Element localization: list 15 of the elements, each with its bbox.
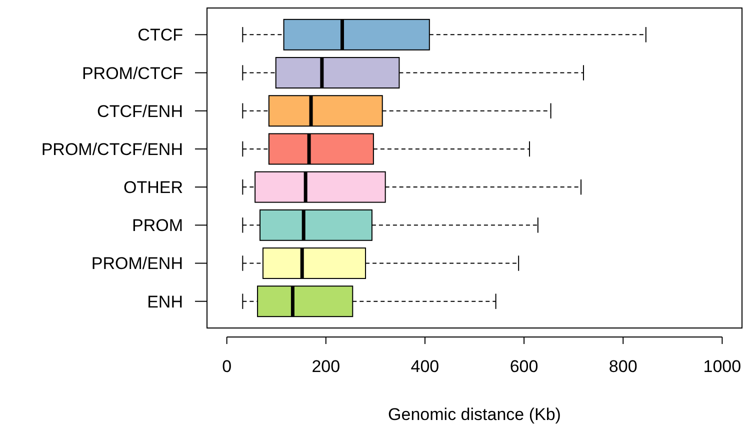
x-axis-title: Genomic distance (Kb) <box>388 405 561 424</box>
x-tick-label: 600 <box>510 357 538 376</box>
y-tick-label: CTCF/ENH <box>97 102 183 121</box>
y-tick-label: PROM <box>132 216 183 236</box>
x-tick-label: 400 <box>410 357 440 376</box>
y-tick-label: ENH <box>147 292 183 312</box>
y-tick-label: PROM/ENH <box>91 254 183 274</box>
x-tick-label: 1000 <box>703 357 742 376</box>
y-tick-label: OTHER <box>124 178 183 198</box>
y-tick-label: PROM/CTCF/ENH <box>41 140 183 159</box>
x-tick-label: 200 <box>312 357 340 376</box>
x-tick-label: 800 <box>608 357 638 376</box>
x-tick-label: 0 <box>222 357 232 376</box>
y-tick-label: CTCF <box>138 26 183 45</box>
y-tick-label: PROM/CTCF <box>82 64 183 83</box>
